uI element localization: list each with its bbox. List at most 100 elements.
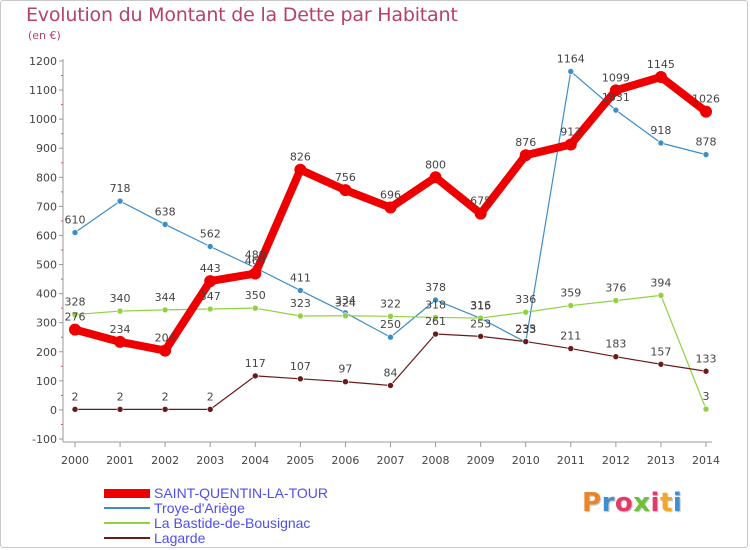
y-tick-label: 900: [36, 142, 57, 155]
data-label: 340: [110, 292, 131, 305]
data-point: [702, 405, 710, 413]
data-label: 1099: [602, 71, 630, 84]
legend-swatch: [104, 488, 150, 498]
data-label: 411: [290, 271, 311, 284]
y-tick-label: 1000: [29, 113, 57, 126]
x-tick-label: 2003: [196, 454, 224, 467]
x-tick-label: 2010: [512, 454, 540, 467]
data-label: 918: [650, 124, 671, 137]
data-label: 233: [515, 323, 536, 336]
data-point: [387, 333, 394, 341]
data-label: 344: [155, 291, 176, 304]
data-point: [116, 406, 124, 413]
data-point: [700, 105, 712, 118]
data-point: [206, 305, 214, 313]
data-point: [297, 287, 304, 294]
data-point: [251, 372, 259, 380]
legend-item: Troye-d'Ariège: [104, 501, 245, 515]
legend-swatch: [104, 537, 150, 539]
data-label: 133: [696, 352, 717, 365]
data-label: 276: [65, 311, 86, 324]
data-label: 378: [425, 281, 446, 294]
y-tick-label: 200: [36, 346, 57, 359]
logo-letter: x: [633, 488, 651, 518]
legend-item: La Bastide-de-Bousignac: [104, 516, 310, 530]
legend-swatch: [104, 507, 150, 509]
data-point: [159, 344, 172, 357]
legend-item: SAINT-QUENTIN-LA-TOUR: [104, 486, 328, 500]
x-tick-label: 2011: [557, 454, 585, 467]
legend-swatch: [104, 522, 150, 524]
data-label: 328: [65, 296, 86, 309]
data-label: 322: [380, 297, 401, 310]
data-label: 675: [470, 195, 491, 208]
x-tick-label: 2008: [422, 454, 450, 467]
legend-label: La Bastide-de-Bousignac: [154, 515, 311, 531]
data-label: 876: [515, 136, 536, 149]
data-label: 234: [110, 323, 131, 336]
data-label: 489: [245, 249, 266, 262]
x-tick-label: 2004: [241, 454, 269, 467]
proxiti-logo: Proxiti: [582, 488, 682, 518]
logo-letter: o: [614, 488, 634, 518]
legend-label: SAINT-QUENTIN-LA-TOUR: [154, 485, 328, 501]
data-label: 878: [696, 136, 717, 149]
data-point: [161, 306, 169, 314]
data-point: [251, 304, 259, 312]
data-point: [297, 312, 304, 320]
data-point: [477, 333, 484, 340]
data-point: [429, 171, 442, 184]
data-label: 562: [200, 228, 221, 241]
x-tick-label: 2002: [151, 454, 179, 467]
data-point: [71, 229, 79, 236]
y-tick-label: 300: [36, 317, 57, 330]
legend-label: Lagarde: [154, 530, 206, 546]
data-label: 1164: [557, 52, 585, 65]
data-label: 250: [380, 318, 401, 331]
data-point: [522, 338, 530, 345]
data-label: 1031: [602, 91, 630, 104]
legend-label: Troye-d'Ariège: [154, 500, 245, 516]
data-label: 443: [200, 262, 221, 275]
data-point: [116, 197, 124, 205]
data-point: [657, 360, 665, 368]
data-label: 359: [560, 287, 581, 300]
data-point: [116, 307, 124, 315]
y-tick-label: 0: [50, 404, 57, 417]
x-tick-label: 2012: [602, 454, 630, 467]
data-point: [114, 335, 127, 348]
data-label: 2: [207, 390, 214, 403]
data-label: 347: [200, 290, 221, 303]
data-point: [161, 221, 169, 228]
data-point: [432, 330, 439, 338]
data-label: 2: [117, 390, 124, 403]
x-tick-label: 2007: [377, 454, 405, 467]
data-point: [206, 406, 214, 413]
data-label: 376: [605, 282, 626, 295]
y-tick-label: 400: [36, 288, 57, 301]
data-point: [294, 163, 307, 176]
data-point: [657, 292, 665, 299]
data-label: 826: [290, 151, 311, 164]
data-point: [477, 314, 484, 322]
data-point: [702, 151, 710, 158]
data-label: 696: [380, 189, 401, 202]
data-label: 718: [110, 182, 131, 195]
data-point: [342, 378, 349, 386]
data-label: 638: [155, 205, 176, 218]
data-point: [297, 375, 304, 383]
x-tick-label: 2005: [286, 454, 314, 467]
data-point: [432, 296, 439, 304]
data-label: 3: [703, 390, 710, 403]
data-point: [69, 323, 81, 336]
data-point: [522, 308, 530, 316]
logo-letter: i: [650, 488, 660, 518]
data-point: [204, 275, 217, 288]
data-label: 324: [335, 297, 356, 310]
data-label: 318: [425, 298, 446, 311]
y-tick-label: 1200: [29, 55, 57, 68]
data-point: [249, 267, 262, 280]
data-point: [564, 138, 577, 151]
data-point: [71, 311, 79, 318]
